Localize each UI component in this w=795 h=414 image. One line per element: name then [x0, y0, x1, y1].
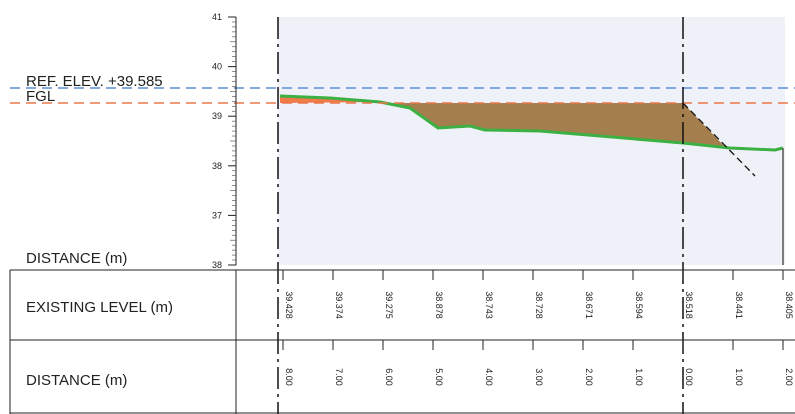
row-header: EXISTING LEVEL (m) — [26, 299, 173, 316]
table-cell: 38.405 — [784, 291, 794, 319]
table-cell: 5.00 — [434, 368, 444, 386]
table-cell: 38.518 — [684, 291, 694, 319]
existing-profile — [279, 94, 784, 152]
table-cell: 3.00 — [534, 368, 544, 386]
table-cell: 7.00 — [334, 368, 344, 386]
y-tick-label: 40 — [212, 62, 222, 72]
cut-area — [385, 103, 725, 147]
table-cell: 39.275 — [384, 291, 394, 319]
table-cell: 38.594 — [634, 291, 644, 319]
ref-elev-label: REF. ELEV. +39.585 — [26, 73, 163, 90]
table-cell: 39.428 — [284, 291, 294, 319]
table-cell: 2.00 — [584, 368, 594, 386]
distance-label: DISTANCE (m) — [26, 250, 127, 267]
table-cell: 1.00 — [734, 368, 744, 386]
y-tick-label: 38 — [212, 161, 222, 171]
table-cell: 38.441 — [734, 291, 744, 319]
table-cell: 4.00 — [484, 368, 494, 386]
y-tick-label: 39 — [212, 111, 222, 121]
table-cell: 1.00 — [634, 368, 644, 386]
y-tick-label: 38 — [212, 260, 222, 270]
table-cell: 6.00 — [384, 368, 394, 386]
table-cell: 39.374 — [334, 291, 344, 319]
y-tick-label: 37 — [212, 210, 222, 220]
table-cell: 2.00 — [784, 368, 794, 386]
table-cell: 38.728 — [534, 291, 544, 319]
table-cell: 38.878 — [434, 291, 444, 319]
table-cell: 38.671 — [584, 291, 594, 319]
table-cell: 38.743 — [484, 291, 494, 319]
table-cell: 0.00 — [684, 368, 694, 386]
y-tick-label: 41 — [212, 12, 222, 22]
table-cell: 8.00 — [284, 368, 294, 386]
batter-line — [682, 102, 756, 177]
fgl-label: FGL — [26, 88, 55, 105]
row-header: DISTANCE (m) — [26, 372, 127, 389]
